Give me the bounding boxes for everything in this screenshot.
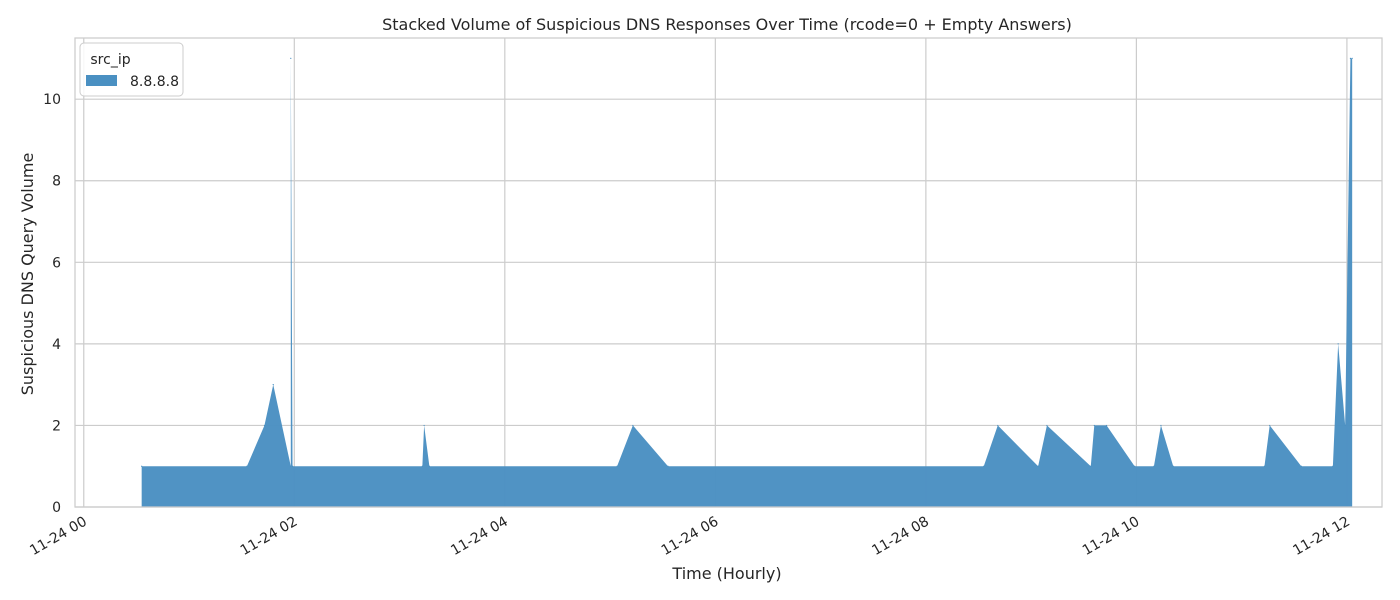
x-axis-label: Time (Hourly)	[671, 564, 781, 583]
data-point	[1172, 465, 1174, 467]
data-point	[1134, 465, 1136, 467]
data-point	[667, 465, 669, 467]
data-point	[428, 465, 430, 467]
area-series-8.8.8.8	[141, 58, 1353, 507]
data-point	[1153, 465, 1155, 467]
y-tick-labels: 0 2 4 6 8 10	[43, 92, 61, 516]
data-point	[1037, 465, 1039, 467]
legend-swatch	[86, 75, 117, 86]
legend: src_ip8.8.8.8	[79, 42, 184, 97]
data-point	[1337, 343, 1339, 345]
data-point	[421, 465, 423, 467]
plot-frame	[74, 37, 1383, 508]
y-tick-label: 6	[52, 255, 61, 271]
y-tick-label: 8	[52, 174, 61, 190]
data-point	[263, 424, 266, 427]
y-axis-label: Suspicious DNS Query Volume	[18, 153, 37, 396]
data-point	[1269, 424, 1271, 427]
data-point	[423, 424, 425, 427]
data-point	[246, 465, 248, 467]
data-point	[1046, 424, 1048, 427]
data-point	[1105, 424, 1108, 427]
data-point	[291, 465, 294, 467]
data-point	[1344, 424, 1346, 427]
data-point	[1300, 465, 1302, 467]
data-point	[983, 465, 985, 467]
data-point	[1093, 424, 1095, 427]
plot-area	[75, 38, 1382, 507]
data-point	[1160, 424, 1162, 427]
data-point	[1332, 465, 1334, 467]
data-point	[1263, 465, 1266, 467]
data-point	[272, 384, 274, 386]
data-point	[141, 465, 143, 467]
data-point	[1351, 57, 1353, 59]
data-point	[1349, 57, 1352, 59]
grid-lines	[75, 38, 1382, 508]
y-tick-label: 0	[52, 500, 61, 516]
legend-entry-label: 8.8.8.8	[130, 74, 179, 90]
data-point	[632, 424, 634, 427]
chart-title: Stacked Volume of Suspicious DNS Respons…	[382, 15, 1072, 34]
data-point	[997, 424, 999, 427]
data-point	[1090, 465, 1092, 467]
legend-title: src_ip	[90, 52, 130, 68]
area-series-group	[141, 57, 1353, 507]
data-point	[616, 465, 618, 467]
y-tick-label: 2	[52, 418, 61, 434]
data-point	[290, 465, 292, 467]
data-point	[290, 57, 292, 59]
y-tick-label: 10	[43, 92, 61, 108]
y-tick-label: 4	[52, 337, 61, 353]
